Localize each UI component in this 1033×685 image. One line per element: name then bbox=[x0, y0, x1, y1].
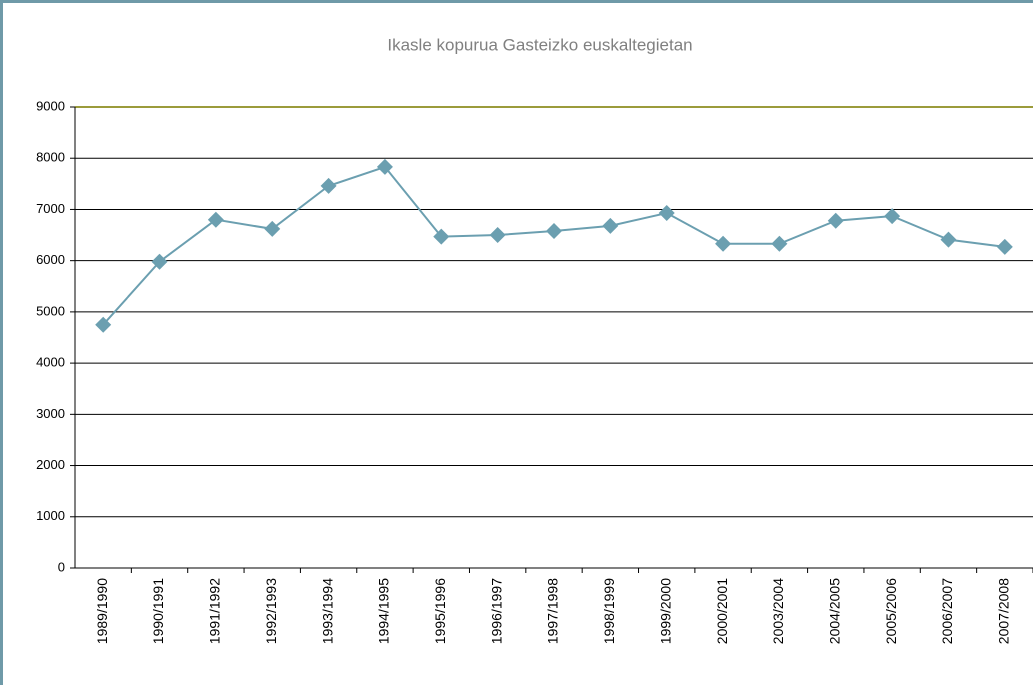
x-tick-label: 2003/2004 bbox=[770, 578, 786, 644]
x-tick-label: 1999/2000 bbox=[657, 578, 673, 644]
x-tick-label: 1991/1992 bbox=[207, 578, 223, 644]
y-tick-label: 2000 bbox=[36, 457, 65, 472]
x-tick-label: 1996/1997 bbox=[488, 578, 504, 644]
y-tick-label: 3000 bbox=[36, 406, 65, 421]
marker bbox=[940, 231, 957, 248]
x-tick-label: 1990/1991 bbox=[150, 578, 166, 644]
x-tick-label: 1995/1996 bbox=[432, 578, 448, 644]
marker bbox=[151, 253, 168, 270]
marker bbox=[715, 235, 732, 252]
marker bbox=[95, 316, 112, 333]
y-tick-label: 8000 bbox=[36, 150, 65, 165]
marker bbox=[546, 222, 562, 239]
y-tick-label: 5000 bbox=[36, 303, 65, 318]
y-tick-label: 4000 bbox=[36, 355, 65, 370]
x-tick-label: 1998/1999 bbox=[601, 578, 617, 644]
marker bbox=[884, 208, 901, 225]
x-tick-label: 2005/2006 bbox=[883, 578, 899, 644]
marker bbox=[207, 211, 224, 228]
x-tick-label: 1994/1995 bbox=[376, 578, 392, 644]
y-tick-label: 9000 bbox=[36, 98, 65, 113]
marker bbox=[771, 235, 788, 252]
x-tick-label: 2006/2007 bbox=[939, 578, 955, 644]
marker bbox=[264, 220, 281, 237]
x-tick-label: 1989/1990 bbox=[94, 578, 110, 644]
x-tick-label: 1997/1998 bbox=[545, 578, 561, 644]
marker bbox=[433, 228, 450, 245]
marker bbox=[827, 212, 844, 229]
x-tick-label: 2000/2001 bbox=[714, 578, 730, 644]
chart-title: Ikasle kopurua Gasteizko euskaltegietan bbox=[387, 35, 692, 54]
marker bbox=[602, 217, 619, 234]
marker bbox=[658, 205, 675, 222]
y-tick-label: 7000 bbox=[36, 201, 65, 216]
marker bbox=[376, 158, 393, 175]
marker bbox=[320, 177, 337, 194]
y-tick-label: 1000 bbox=[36, 508, 65, 523]
y-tick-label: 0 bbox=[58, 559, 65, 574]
x-tick-label: 2007/2008 bbox=[996, 578, 1012, 644]
marker bbox=[489, 227, 506, 244]
x-tick-label: 2004/2005 bbox=[826, 578, 842, 644]
marker bbox=[996, 238, 1013, 255]
y-tick-label: 6000 bbox=[36, 252, 65, 267]
x-tick-label: 1992/1993 bbox=[263, 578, 279, 644]
x-tick-label: 1993/1994 bbox=[319, 578, 335, 644]
line bbox=[102, 165, 1005, 326]
